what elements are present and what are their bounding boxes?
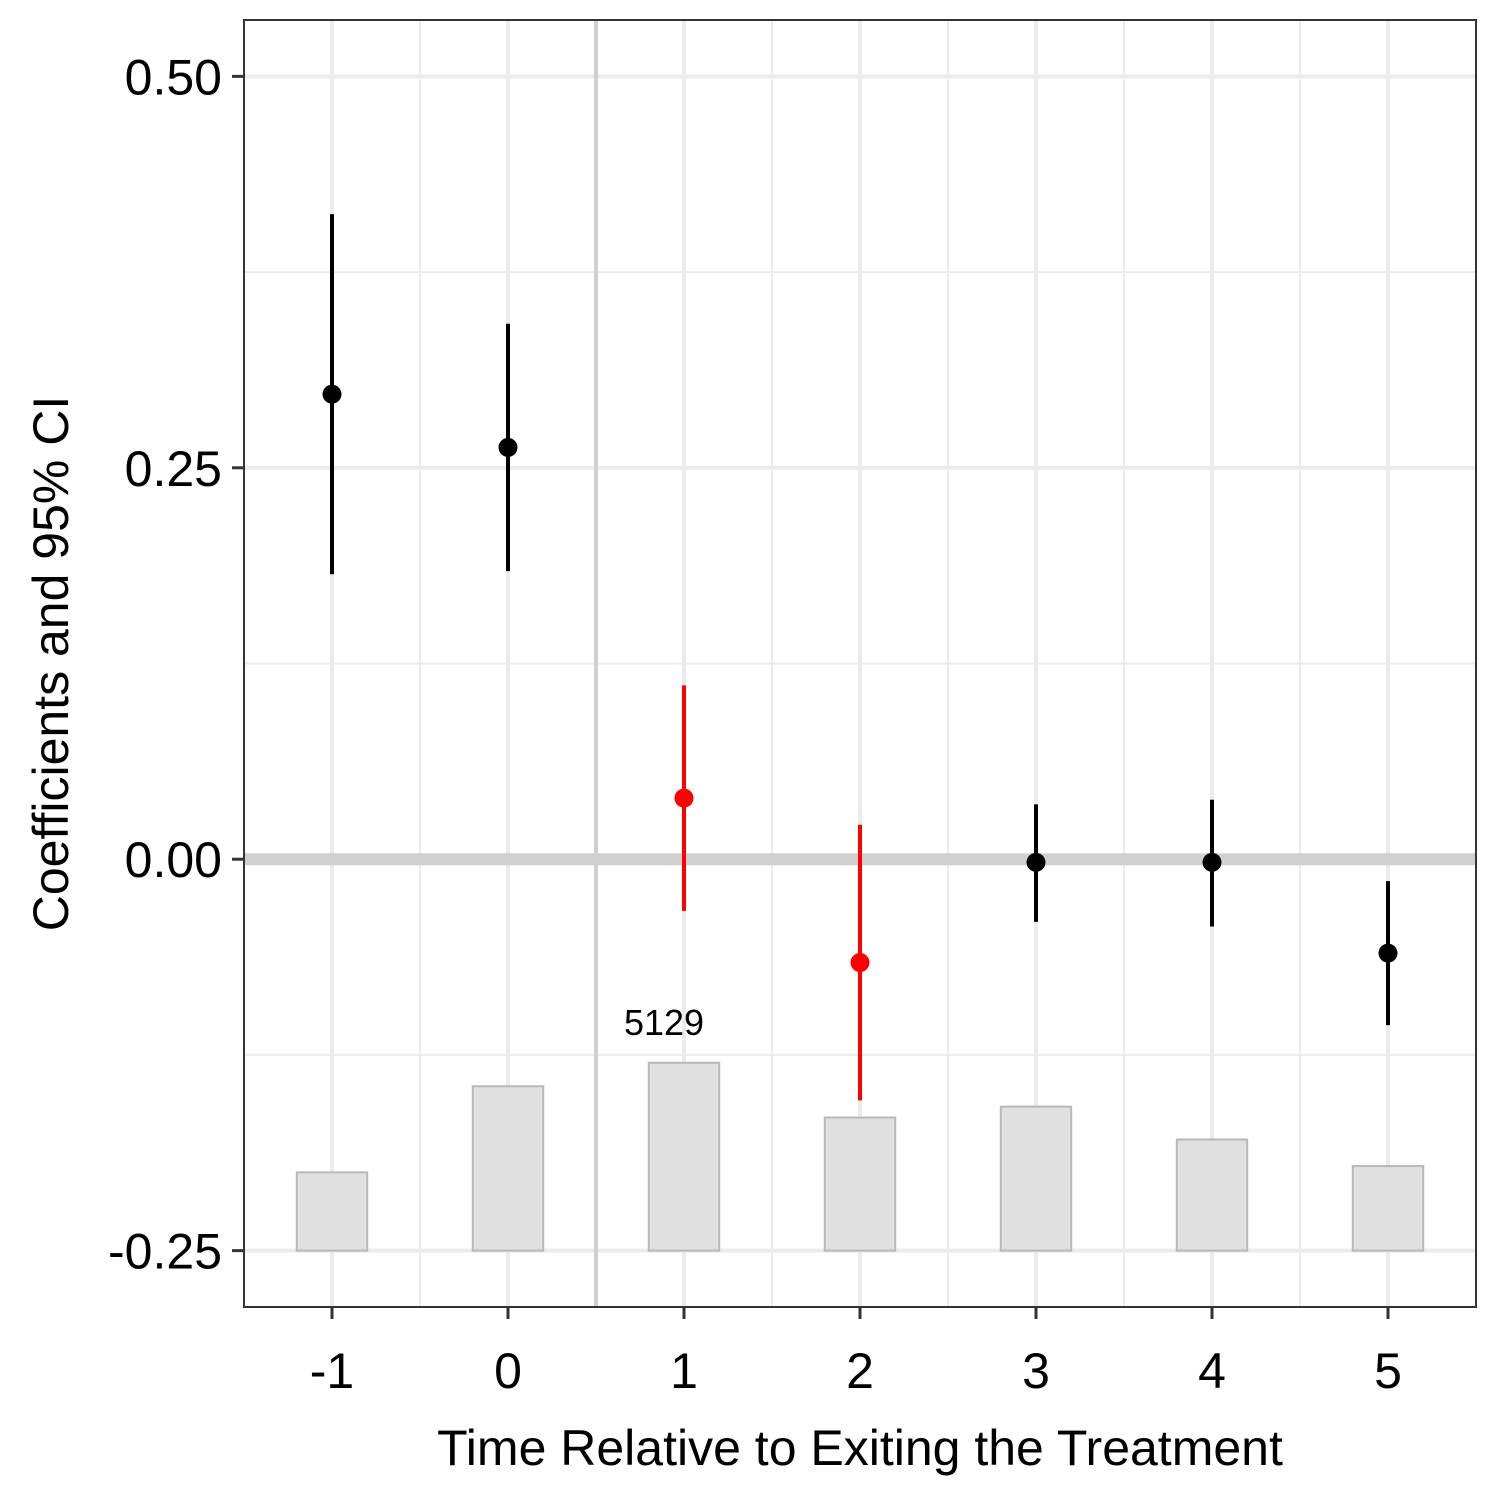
confidence-intervals: [330, 214, 1390, 1101]
x-tick-label: 3: [1022, 1343, 1050, 1399]
x-tick-label: 1: [670, 1343, 698, 1399]
y-tick-label: 0.00: [125, 832, 222, 888]
count-bar: [647, 1061, 721, 1252]
count-bar: [823, 1116, 897, 1252]
count-bar: [471, 1085, 545, 1252]
coefficient-point: [1202, 852, 1222, 872]
y-tick-label: -0.25: [108, 1224, 222, 1280]
x-tick-label: 5: [1374, 1343, 1402, 1399]
bar-count-label: 5129: [624, 1002, 704, 1043]
count-bar: [1351, 1165, 1425, 1252]
count-bar: [999, 1105, 1073, 1252]
x-axis-title: Time Relative to Exiting the Treatment: [437, 1420, 1283, 1476]
axis-ticks: -1 0 1 2 3 4 5 -0.25 0.00 0.25 0.50: [108, 49, 1402, 1399]
x-tick-label: 0: [494, 1343, 522, 1399]
count-bar: [1175, 1138, 1249, 1252]
y-tick-label: 0.50: [125, 49, 222, 105]
x-tick-label: 4: [1198, 1343, 1226, 1399]
y-axis-title: Coefficients and 95% CI: [23, 396, 79, 932]
coefficient-point: [850, 953, 870, 973]
coefficient-point: [1026, 852, 1046, 872]
count-bars: 5129: [295, 1002, 1425, 1252]
x-tick-label: -1: [310, 1343, 354, 1399]
coefficient-point: [1378, 943, 1398, 963]
y-tick-label: 0.25: [125, 441, 222, 497]
coefficient-points: [322, 384, 1398, 973]
coefficient-point: [674, 788, 694, 808]
coefficient-point: [322, 384, 342, 404]
x-tick-label: 2: [846, 1343, 874, 1399]
coefficient-point: [498, 437, 518, 457]
grid-lines: [244, 20, 1476, 1307]
count-bar: [295, 1171, 369, 1252]
